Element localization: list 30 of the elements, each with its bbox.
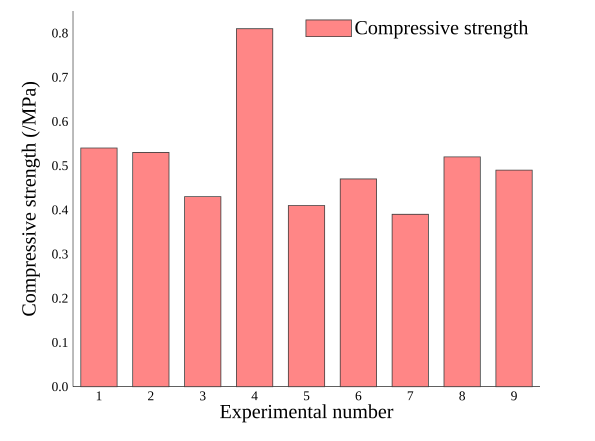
bar (80, 148, 118, 388)
y-tick-label: 0.2 (52, 294, 68, 303)
x-tick-label: 2 (148, 391, 154, 400)
y-tick-label: 0.8 (52, 28, 68, 38)
y-tick-label: 0.5 (52, 161, 68, 170)
y-tick-label: 0.4 (52, 205, 68, 214)
bar (184, 196, 222, 388)
y-tick-label: 0.0 (52, 382, 68, 392)
bar (132, 152, 170, 388)
x-axis-title: Experimental number (220, 404, 394, 422)
bar (444, 156, 481, 388)
x-tick-label: 5 (304, 391, 310, 400)
bar (340, 178, 377, 388)
bar (236, 28, 274, 388)
x-tick-label: 4 (252, 391, 258, 400)
x-tick-label: 1 (96, 391, 102, 400)
x-tick-label: 6 (356, 391, 362, 400)
x-tick-label: 7 (408, 391, 414, 400)
bar (495, 170, 533, 388)
bar (392, 214, 429, 388)
x-tick-label: 8 (459, 391, 465, 400)
y-tick-label: 0.1 (52, 338, 68, 348)
y-tick-label: 0.7 (52, 72, 68, 82)
y-tick-label: 0.3 (52, 250, 68, 259)
x-tick-label: 9 (511, 391, 517, 400)
x-tick-label: 3 (200, 391, 206, 400)
y-axis-title: Compressive strength (/MPa) (22, 82, 40, 316)
legend-label: Compressive strength (355, 20, 528, 39)
y-tick-label: 0.6 (52, 116, 68, 126)
bar (288, 205, 326, 388)
